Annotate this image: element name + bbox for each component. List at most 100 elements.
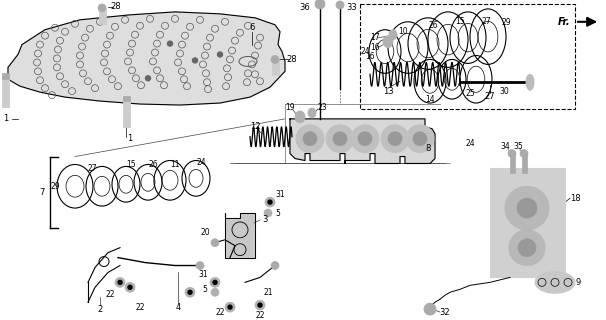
Circle shape [271,55,279,63]
Text: 27: 27 [481,17,491,26]
Circle shape [509,230,545,266]
Text: 16: 16 [365,52,375,61]
Circle shape [518,239,536,257]
Text: 8: 8 [425,144,431,153]
Ellipse shape [295,111,305,123]
Text: 22: 22 [105,290,115,299]
Text: 11: 11 [170,160,180,169]
Text: 12: 12 [250,122,260,131]
Circle shape [351,125,379,153]
Ellipse shape [308,108,316,118]
Bar [123,96,130,101]
Circle shape [211,288,219,296]
Circle shape [264,209,272,217]
Circle shape [185,287,195,297]
Text: 14: 14 [425,95,435,104]
Circle shape [508,150,516,157]
Text: 31: 31 [275,190,285,199]
Text: 31: 31 [198,270,208,279]
Bar [360,4,575,109]
Circle shape [413,132,427,146]
Text: 30: 30 [499,87,509,96]
Ellipse shape [535,271,575,293]
Circle shape [520,150,528,157]
Circle shape [333,132,347,146]
Text: 22: 22 [135,303,145,312]
Text: 24: 24 [360,47,370,56]
Text: 32: 32 [440,308,450,316]
Polygon shape [290,119,435,164]
Circle shape [358,132,372,146]
Circle shape [213,280,217,284]
Circle shape [167,41,173,46]
Text: 7: 7 [39,188,45,197]
Text: 24: 24 [196,158,206,167]
Circle shape [188,290,192,294]
Text: 27: 27 [87,164,97,173]
Circle shape [381,125,409,153]
Ellipse shape [526,74,534,90]
Circle shape [196,261,204,269]
Circle shape [228,305,232,309]
Text: 6: 6 [249,23,255,32]
Text: 5: 5 [202,285,207,294]
Text: 27: 27 [485,92,495,100]
Text: 2: 2 [98,305,102,314]
Circle shape [255,300,265,310]
Circle shape [258,303,262,307]
Circle shape [336,1,344,9]
Polygon shape [225,213,255,258]
Circle shape [115,277,125,287]
Text: 19: 19 [285,102,295,111]
Text: 18: 18 [570,194,581,203]
Text: 17: 17 [370,33,380,42]
Text: 35: 35 [513,142,523,151]
Text: 5: 5 [276,209,281,218]
Circle shape [268,200,272,204]
Text: 4: 4 [175,303,181,312]
Text: Fr.: Fr. [558,17,570,27]
Text: 9: 9 [575,278,581,287]
Circle shape [193,58,198,63]
Bar [522,154,527,173]
Text: 1: 1 [4,114,8,124]
Text: 15: 15 [455,17,465,26]
Circle shape [211,239,219,247]
Text: 22: 22 [255,310,265,320]
Circle shape [517,198,537,218]
Circle shape [128,285,132,289]
Circle shape [315,0,325,9]
Text: 28: 28 [111,3,121,12]
Text: 26: 26 [148,160,158,169]
Text: 34: 34 [500,142,510,151]
Text: 20: 20 [200,228,210,237]
Text: 28: 28 [287,55,298,64]
Circle shape [388,132,402,146]
Text: 26: 26 [428,21,438,30]
Circle shape [265,197,275,207]
Circle shape [406,125,434,153]
Circle shape [98,4,106,12]
Circle shape [326,125,354,153]
Circle shape [125,282,135,292]
Bar [2,73,9,79]
Circle shape [145,76,150,81]
Text: 1: 1 [127,134,133,143]
Circle shape [225,302,235,312]
Text: 36: 36 [299,4,310,12]
Circle shape [218,52,222,57]
Text: 22: 22 [215,308,225,316]
Bar [510,154,515,173]
Text: 10: 10 [398,27,408,36]
Bar [2,77,9,107]
Text: 15: 15 [126,160,136,169]
Text: 33: 33 [347,4,358,12]
Bar [99,8,106,24]
Text: 21: 21 [263,288,273,297]
Circle shape [424,303,436,315]
Text: 29: 29 [50,182,60,191]
Circle shape [271,261,279,269]
Bar [123,99,130,127]
Bar [490,168,565,277]
Text: 16: 16 [370,43,380,52]
